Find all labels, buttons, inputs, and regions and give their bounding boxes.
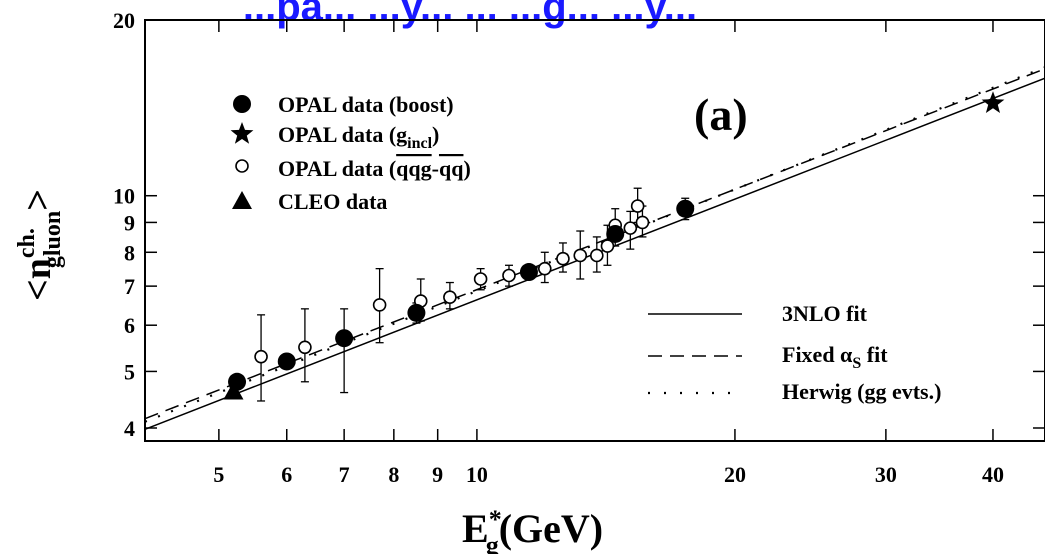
banner-text: ...pa... ...y... ... ...g... ...y...: [243, 0, 697, 29]
y-title-lt: <: [17, 279, 59, 301]
x-tick-label: 6: [281, 462, 292, 487]
panel-label: (a): [694, 89, 748, 140]
legend-label-qqg: OPAL data (qqg-qq): [278, 156, 471, 181]
x-tick-label: 9: [432, 462, 443, 487]
y-tick-label: 8: [124, 240, 135, 265]
data-point-filled-circle: [335, 329, 354, 348]
legend-label-cleo: CLEO data: [278, 189, 387, 214]
svg-text:<nch.gluon>: <nch.gluon>: [14, 189, 66, 301]
legend-label-herwig: Herwig (gg evts.): [782, 379, 941, 404]
data-point-open-circle: [556, 251, 570, 266]
data-point-open-circle: [502, 268, 516, 283]
x-tick-label: 7: [339, 462, 350, 487]
plot-frame: [144, 19, 1045, 442]
y-title-sup: ch.: [14, 228, 40, 258]
data-point-open-circle: [372, 298, 387, 312]
data-point-filled-circle: [519, 263, 538, 282]
data-point-open-circle: [537, 261, 552, 276]
svg-text:E*g(GeV): E* g(GeV): [462, 505, 603, 554]
legend-marker-filled-star: [230, 122, 254, 144]
data-point-open-circle: [473, 272, 488, 286]
fit-line-dotted: [144, 66, 1045, 423]
x-tick-label: 20: [724, 462, 746, 487]
y-tick-label: 9: [124, 210, 135, 235]
data-points: [223, 91, 1005, 402]
data-point-open-circle: [635, 215, 650, 230]
y-title-n: n: [17, 258, 59, 279]
data-point-open-circle: [630, 199, 645, 213]
data-point-filled-circle: [606, 224, 625, 243]
data-point-open-circle: [254, 349, 268, 364]
data-point-open-circle: [443, 290, 457, 305]
x-tick-label: 5: [213, 462, 224, 487]
x-tick-label: 30: [875, 462, 897, 487]
data-point-filled-circle: [407, 303, 426, 322]
legend-marker-open-circle: [235, 159, 249, 173]
legend-label-3nlo: 3NLO fit: [782, 301, 868, 326]
data-point-filled-triangle: [223, 381, 244, 400]
y-tick-label: 20: [113, 8, 135, 33]
legend-marker-filled-circle: [233, 95, 251, 113]
x-title-sub: g: [486, 531, 499, 554]
data-point-open-circle: [590, 248, 604, 263]
x-tick-label: 10: [466, 462, 488, 487]
y-axis-title: <nch.gluon>: [14, 189, 66, 301]
data-point-filled-circle: [277, 352, 296, 371]
legend-label-fixed: Fixed αS fit: [782, 342, 888, 372]
x-title-rest: (GeV): [499, 506, 603, 551]
legend-marker-filled-triangle: [232, 191, 252, 209]
data-point-filled-star: [981, 91, 1005, 113]
y-tick-label: 7: [124, 274, 135, 299]
data-point-filled-circle: [228, 372, 247, 391]
data-point-open-circle: [573, 248, 588, 263]
x-title-main: E: [462, 506, 489, 551]
legend-label-boost: OPAL data (boost): [278, 92, 454, 117]
data-point-open-circle: [600, 239, 615, 253]
data-point-open-circle: [298, 340, 312, 355]
x-title-sup: *: [489, 505, 502, 534]
y-title-sub: gluon: [40, 211, 66, 268]
y-tick-label: 5: [124, 359, 135, 384]
data-point-open-circle: [623, 221, 638, 235]
legend-markers: [230, 95, 254, 209]
legend-label-gincl: OPAL data (gincl): [278, 122, 439, 152]
y-tick-label: 10: [113, 184, 135, 209]
y-title-gt: >: [17, 189, 59, 211]
data-point-filled-circle: [676, 199, 695, 218]
x-axis-title: E* g(GeV): [462, 505, 603, 554]
x-tick-label: 8: [388, 462, 399, 487]
y-tick-label: 4: [124, 416, 135, 441]
y-tick-label: 6: [124, 313, 135, 338]
x-tick-label: 40: [982, 462, 1004, 487]
